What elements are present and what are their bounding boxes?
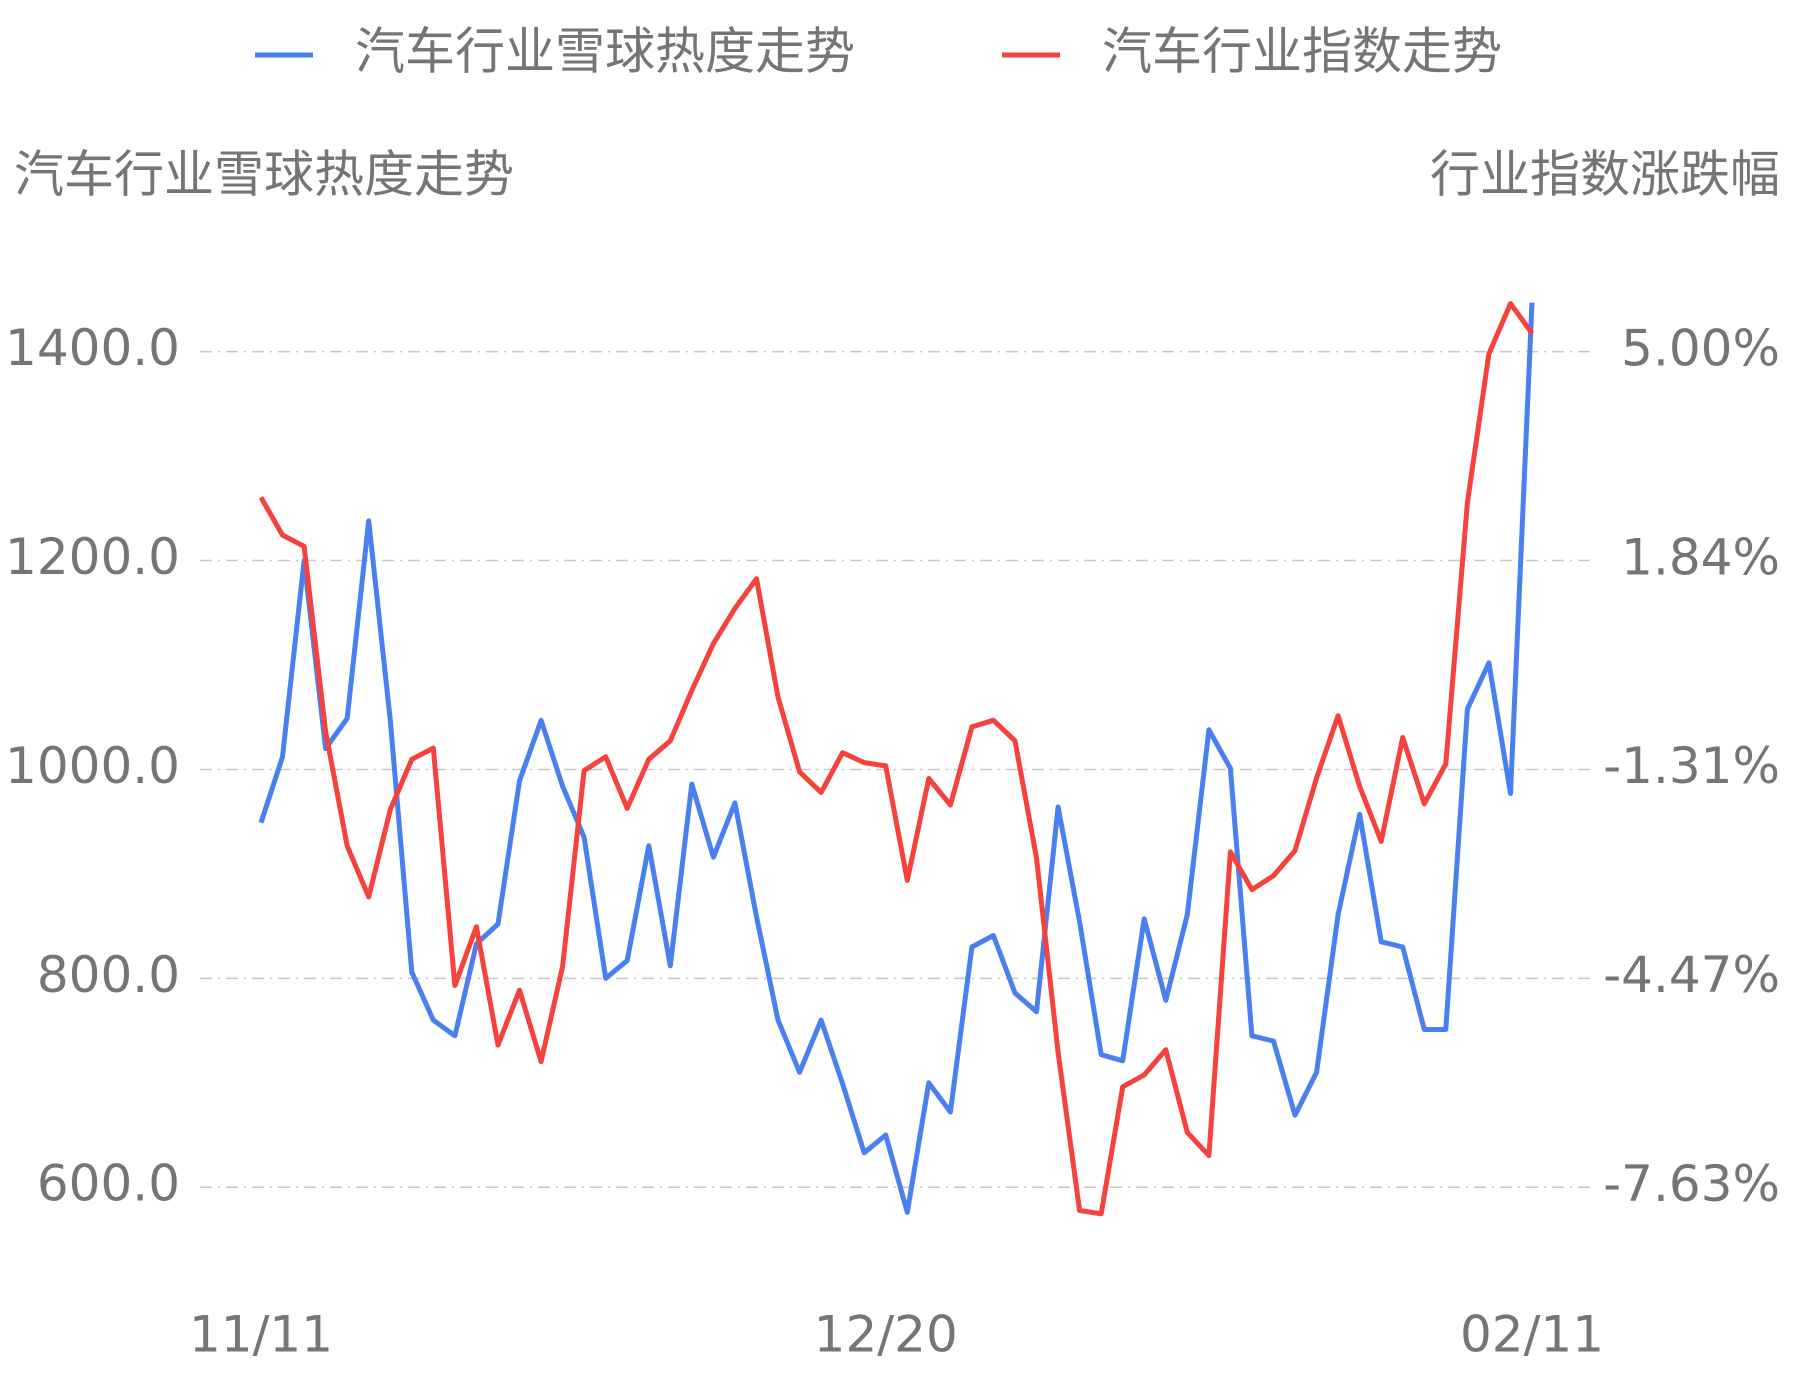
y-tick-label: 1200.0 [5, 528, 180, 586]
legend-label: 汽车行业雪球热度走势 [355, 23, 855, 81]
y2-tick-label: 1.84% [1621, 528, 1780, 586]
y2-tick-label: -1.31% [1603, 737, 1780, 795]
y2-tick-label: -7.63% [1603, 1155, 1780, 1213]
x-tick-label: 11/11 [189, 1306, 333, 1364]
x-tick-label: 02/11 [1460, 1306, 1604, 1364]
y-tick-label: 1400.0 [5, 319, 180, 377]
line-series [258, 301, 1535, 1217]
y2-axis-title: 行业指数涨跌幅 [1430, 146, 1780, 204]
legend-label: 汽车行业指数走势 [1102, 23, 1502, 81]
y-axis-title: 汽车行业雪球热度走势 [14, 146, 514, 204]
y-tick-label: 1000.0 [5, 737, 180, 795]
y-tick-label: 600.0 [37, 1155, 180, 1213]
line-series [258, 302, 1535, 1215]
y-tick-label: 800.0 [37, 946, 180, 1004]
y2-tick-label: -4.47% [1603, 946, 1780, 1004]
x-tick-label: 12/20 [814, 1306, 958, 1364]
y2-tick-label: 5.00% [1621, 319, 1780, 377]
